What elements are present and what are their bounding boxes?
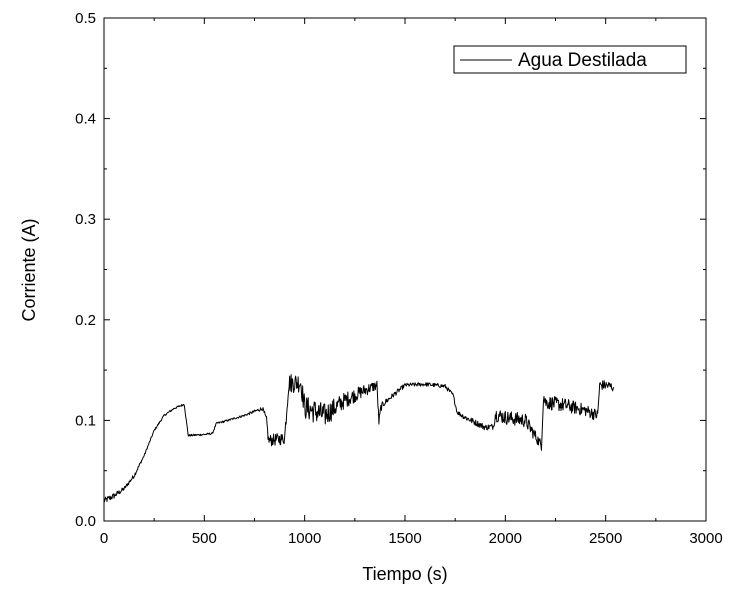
x-axis-title: Tiempo (s) xyxy=(362,564,447,584)
legend: Agua Destilada xyxy=(453,45,687,74)
x-tick-label: 0 xyxy=(100,530,108,547)
x-axis-ticks: 0 500 1000 1500 2000 2500 3000 xyxy=(100,18,723,547)
y-axis-ticks: 0.0 0.1 0.2 0.3 0.4 0.5 xyxy=(75,10,706,530)
x-tick-label: 500 xyxy=(192,530,217,547)
y-tick-label: 0.5 xyxy=(75,10,96,27)
y-tick-label: 0.4 xyxy=(75,111,96,128)
y-tick-label: 0.1 xyxy=(75,412,96,429)
y-tick-label: 0.3 xyxy=(75,211,96,228)
x-tick-label: 2500 xyxy=(589,530,622,547)
series-layer xyxy=(103,374,615,503)
series-line-agua-destilada xyxy=(103,374,615,503)
y-axis-title: Corriente (A) xyxy=(19,218,39,321)
plot-frame xyxy=(103,17,707,522)
x-tick-label: 3000 xyxy=(689,530,722,547)
legend-label-agua-destilada: Agua Destilada xyxy=(518,50,647,71)
x-tick-label: 1500 xyxy=(388,530,421,547)
y-tick-label: 0.0 xyxy=(75,513,96,530)
x-tick-label: 2000 xyxy=(489,530,522,547)
x-tick-label: 1000 xyxy=(288,530,321,547)
y-tick-label: 0.2 xyxy=(75,312,96,329)
